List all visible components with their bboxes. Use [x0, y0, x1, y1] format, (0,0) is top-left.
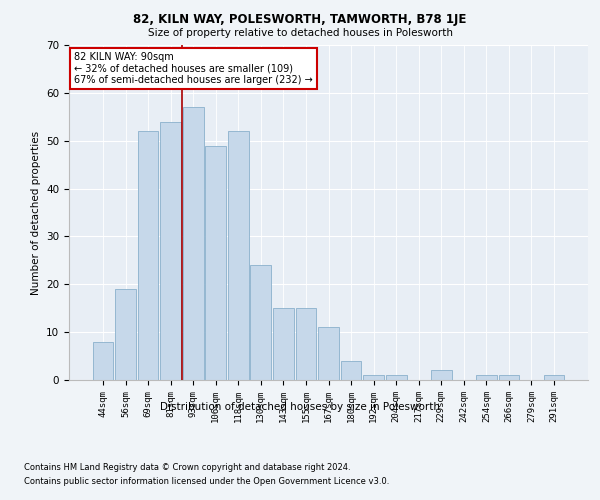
Text: Size of property relative to detached houses in Polesworth: Size of property relative to detached ho… — [148, 28, 452, 38]
Bar — [386, 375, 407, 380]
Bar — [363, 375, 384, 380]
Text: Contains HM Land Registry data © Crown copyright and database right 2024.: Contains HM Land Registry data © Crown c… — [24, 462, 350, 471]
Text: Contains public sector information licensed under the Open Government Licence v3: Contains public sector information licen… — [24, 478, 389, 486]
Text: 82, KILN WAY, POLESWORTH, TAMWORTH, B78 1JE: 82, KILN WAY, POLESWORTH, TAMWORTH, B78 … — [133, 12, 467, 26]
Bar — [205, 146, 226, 380]
Bar — [499, 375, 520, 380]
Bar — [273, 308, 294, 380]
Text: Distribution of detached houses by size in Polesworth: Distribution of detached houses by size … — [160, 402, 440, 412]
Text: 82 KILN WAY: 90sqm
← 32% of detached houses are smaller (109)
67% of semi-detach: 82 KILN WAY: 90sqm ← 32% of detached hou… — [74, 52, 313, 85]
Bar — [160, 122, 181, 380]
Bar — [476, 375, 497, 380]
Bar — [250, 265, 271, 380]
Bar — [228, 131, 248, 380]
Bar — [544, 375, 565, 380]
Bar — [341, 361, 361, 380]
Bar — [318, 328, 339, 380]
Y-axis label: Number of detached properties: Number of detached properties — [31, 130, 41, 294]
Bar — [296, 308, 316, 380]
Bar — [137, 131, 158, 380]
Bar — [92, 342, 113, 380]
Bar — [183, 107, 203, 380]
Bar — [115, 289, 136, 380]
Bar — [431, 370, 452, 380]
